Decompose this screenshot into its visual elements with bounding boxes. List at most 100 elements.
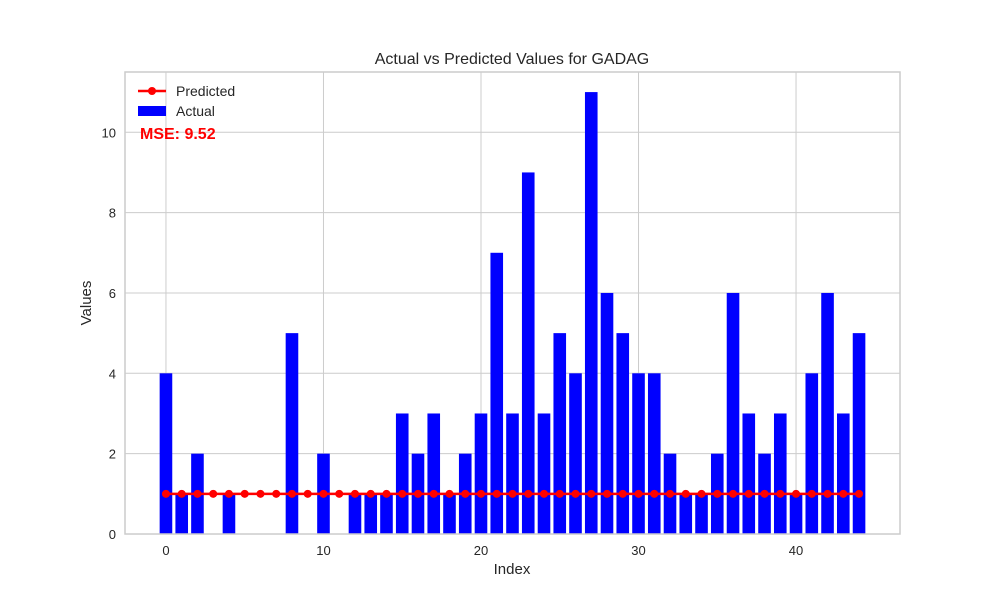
predicted-point [855,489,864,498]
predicted-point [413,489,422,498]
predicted-point [729,489,738,498]
plot-frame [124,71,901,535]
x-tick-label: 0 [162,543,169,558]
actual-bar [742,413,756,534]
actual-bar [600,292,614,534]
predicted-point [713,489,722,498]
actual-bar [821,292,834,534]
actual-bar [443,493,456,534]
legend-predicted-label: Predicted [176,83,235,99]
predicted-point [161,489,170,498]
x-tick-label: 30 [631,543,645,558]
predicted-point [366,489,375,498]
actual-bar [490,252,504,535]
actual-bar [632,373,645,534]
y-tick-label: 4 [109,366,116,381]
actual-bar [506,413,519,534]
predicted-point [350,489,359,498]
x-tick-labels: 0 10 20 30 40 [162,543,803,558]
y-tick-label: 8 [109,206,116,221]
y-tick-labels: 0 2 4 6 8 10 [102,125,116,542]
predicted-point [760,489,769,498]
actual-bar [726,292,740,534]
x-tick-label: 20 [474,543,488,558]
y-tick-label: 6 [109,286,116,301]
actual-bar [553,333,567,534]
predicted-point [492,489,501,498]
predicted-point [272,489,281,498]
predicted-point [193,489,202,498]
actual-bar [521,172,535,534]
predicted-point [603,489,612,498]
predicted-line [161,489,864,498]
actual-bar [773,413,787,534]
actual-bar [380,493,393,534]
predicted-point [382,489,391,498]
predicted-point [429,489,438,498]
predicted-point [792,489,801,498]
predicted-point [666,489,675,498]
predicted-point [303,489,312,498]
y-tick-label: 10 [102,125,116,140]
predicted-point [681,489,690,498]
y-tick-label: 0 [109,527,116,542]
legend-predicted-marker [148,87,156,95]
predicted-point [807,489,816,498]
actual-bar [789,493,803,534]
actual-bar [175,493,189,534]
actual-bar [647,373,661,534]
predicted-point [177,489,186,498]
x-axis-label: Index [494,561,531,578]
predicted-point [540,489,549,498]
x-tick-label: 40 [789,543,803,558]
actual-bar [537,413,551,534]
actual-bar [364,493,378,534]
predicted-point [398,489,407,498]
actual-bar [395,413,409,534]
predicted-point [287,489,296,498]
x-tick-label: 10 [316,543,330,558]
predicted-point [634,489,643,498]
predicted-point [776,489,785,498]
actual-bar [852,333,866,534]
predicted-point [524,489,533,498]
actual-bar [222,493,236,534]
predicted-point [744,489,753,498]
actual-bar [569,373,582,534]
predicted-point [224,489,233,498]
y-tick-label: 2 [109,447,116,462]
predicted-point [823,489,832,498]
actual-bar [159,373,173,534]
predicted-point [508,489,517,498]
actual-bar [836,413,850,534]
actual-bar [285,333,299,534]
legend-actual-label: Actual [176,103,215,119]
predicted-point [571,489,580,498]
predicted-point [209,489,218,498]
predicted-point [335,489,344,498]
predicted-point [587,489,596,498]
predicted-point [697,489,706,498]
predicted-point [256,489,265,498]
predicted-point [240,489,249,498]
actual-bar [695,493,708,534]
actual-bar [474,413,488,534]
actual-bar [584,92,598,534]
predicted-point [839,489,848,498]
predicted-point [650,489,659,498]
predicted-point [555,489,564,498]
actual-bar [427,413,441,534]
predicted-point [618,489,627,498]
actual-bar [616,333,630,534]
predicted-point [476,489,485,498]
chart-title: Actual vs Predicted Values for GADAG [375,51,649,68]
legend-actual-swatch [138,106,166,116]
y-axis-label: Values [78,281,95,326]
legend: Predicted Actual [138,83,235,119]
actual-bars [159,92,866,535]
predicted-point [461,489,470,498]
actual-bar [805,373,819,534]
actual-bar [679,493,693,534]
predicted-point [445,489,454,498]
